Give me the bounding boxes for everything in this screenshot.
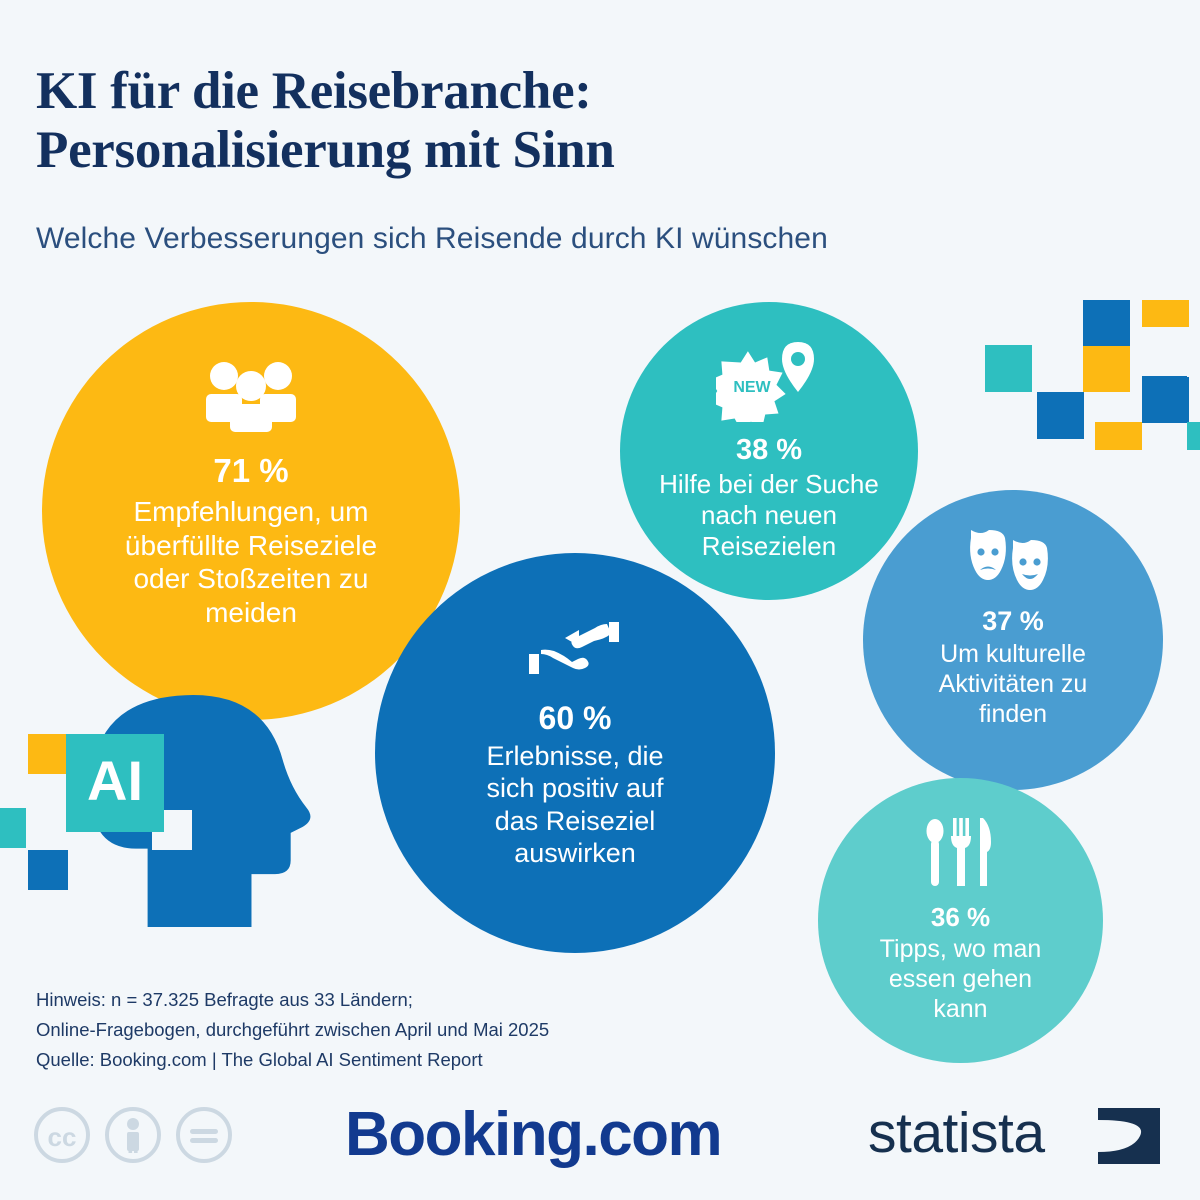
bubble-percent: 60 % bbox=[538, 700, 612, 736]
new-badge-map-pin-icon: NEW bbox=[716, 342, 814, 422]
statista-mark bbox=[1098, 1108, 1160, 1164]
bubble-38-percent[interactable]: NEW 38 % Hilfe bei der Suche nach neuen … bbox=[620, 302, 918, 600]
person-glyph bbox=[127, 1118, 139, 1153]
people-group-icon bbox=[206, 362, 296, 432]
page-title: KI für die Reisebranche: Personalisierun… bbox=[36, 62, 615, 180]
booking-logo[interactable]: Booking.com bbox=[345, 1098, 815, 1170]
cc-text: cc bbox=[48, 1122, 77, 1152]
bubble-label: Hilfe bei der Suche nach neuen Reiseziel… bbox=[659, 469, 879, 562]
accent-square-teal bbox=[0, 808, 26, 848]
footnotes: Hinweis: n = 37.325 Befragte aus 33 Länd… bbox=[36, 985, 796, 1075]
equals-glyph bbox=[190, 1129, 218, 1143]
statista-logo-text: statista bbox=[868, 1101, 1045, 1165]
accent-square-orange bbox=[28, 734, 68, 774]
ai-label-text: AI bbox=[87, 749, 143, 812]
bubble-71-percent[interactable]: 71 % Empfehlungen, um überfüllte Reisezi… bbox=[42, 302, 460, 720]
bubble-60-percent[interactable]: 60 % Erlebnisse, die sich positiv auf da… bbox=[375, 553, 775, 953]
ai-label-panel bbox=[66, 734, 164, 832]
bubble-36-percent[interactable]: 36 % Tipps, wo man essen gehen kann bbox=[818, 778, 1103, 1063]
page-subtitle: Welche Verbesserungen sich Reisende durc… bbox=[36, 222, 828, 255]
accent-square-blue bbox=[28, 850, 68, 890]
cc-icon bbox=[34, 1107, 90, 1163]
ai-head-graphic: AI bbox=[0, 694, 311, 927]
bubble-percent: 36 % bbox=[930, 902, 991, 932]
note-source: Quelle: Booking.com | The Global AI Sent… bbox=[36, 1048, 483, 1070]
theatre-masks-icon bbox=[970, 530, 1048, 590]
note-sample-size: Hinweis: n = 37.325 Befragte aus 33 Länd… bbox=[36, 989, 413, 1010]
new-badge-text: NEW bbox=[733, 379, 771, 396]
decorative-squares-pattern bbox=[985, 300, 1200, 450]
bubble-label: Erlebnisse, die sich positiv auf das Rei… bbox=[486, 741, 664, 869]
creative-commons-license[interactable]: cc bbox=[32, 1105, 252, 1165]
bubble-label: Um kulturelle Aktivitäten zu finden bbox=[938, 640, 1088, 728]
cutlery-icon bbox=[926, 818, 991, 886]
booking-logo-text: Booking.com bbox=[345, 1100, 721, 1169]
statista-logo[interactable]: statista bbox=[868, 1100, 1168, 1166]
bubble-percent: 38 % bbox=[735, 434, 803, 466]
handshake-exchange-icon bbox=[529, 622, 619, 674]
note-method: Online-Fragebogen, durchgeführt zwischen… bbox=[36, 1018, 550, 1040]
bubble-percent: 71 % bbox=[213, 452, 289, 489]
bubble-37-percent[interactable]: 37 % Um kulturelle Aktivitäten zu finden bbox=[863, 490, 1163, 790]
cc-by-icon bbox=[105, 1107, 161, 1163]
bubble-label: Tipps, wo man essen gehen kann bbox=[879, 935, 1042, 1023]
bubble-percent: 37 % bbox=[982, 606, 1044, 636]
bubble-label: Empfehlungen, um überfüllte Reiseziele o… bbox=[124, 496, 378, 628]
cc-nd-icon bbox=[176, 1107, 232, 1163]
